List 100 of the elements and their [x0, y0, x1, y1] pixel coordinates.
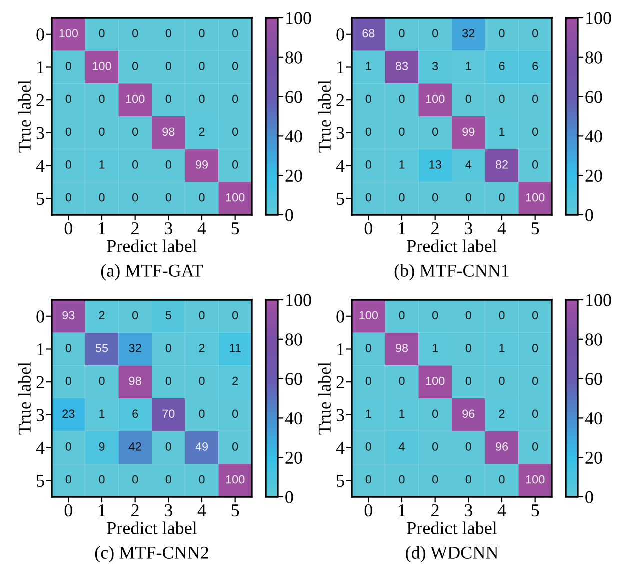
- y-tick-label: 5: [337, 475, 344, 488]
- data-label: 1: [466, 62, 472, 70]
- data-label: 0: [166, 376, 172, 386]
- data-label: 11: [230, 344, 241, 352]
- data-label: 0: [232, 410, 238, 418]
- data-label: 55: [96, 344, 108, 352]
- data-label: 1: [432, 344, 438, 352]
- text: (d) WDCNN: [406, 546, 498, 563]
- x-tick-label: 5: [532, 222, 540, 235]
- data-label: 1: [100, 410, 105, 418]
- y-tick-label: 2: [336, 376, 344, 388]
- data-label: 0: [66, 344, 72, 352]
- x-tick-label: 1: [99, 222, 106, 234]
- color-bar-label: 60: [286, 91, 302, 104]
- x-axis-title: Predict label: [407, 240, 498, 252]
- data-label: 0: [132, 475, 138, 484]
- data-label: 1: [100, 160, 105, 169]
- data-label: 83: [396, 62, 408, 70]
- y-axis-title: True label: [18, 80, 31, 153]
- data-label: 0: [199, 311, 205, 320]
- data-label: 0: [199, 410, 205, 418]
- x-tick-label: 4: [198, 222, 206, 234]
- data-label: 0: [366, 475, 372, 484]
- color-bar-label: 80: [286, 52, 302, 64]
- data-label: 0: [399, 311, 405, 320]
- data-label: 0: [366, 94, 372, 104]
- data-label: 0: [232, 442, 238, 451]
- color-bar-label: 60: [586, 91, 602, 104]
- data-label: 0: [232, 160, 238, 169]
- color-bar-label: 80: [286, 334, 302, 346]
- y-tick-label: 5: [37, 475, 44, 488]
- data-label: 0: [99, 193, 105, 202]
- color-bar-label: 0: [586, 491, 594, 504]
- data-label: 0: [232, 29, 238, 38]
- data-label: 6: [132, 410, 138, 418]
- data-label: 1: [500, 344, 505, 352]
- data-label: 93: [62, 311, 75, 320]
- data-label: 0: [166, 160, 172, 169]
- data-label: 2: [199, 344, 205, 352]
- y-tick-label: 3: [336, 409, 344, 422]
- data-label: 0: [466, 344, 472, 352]
- x-tick-label: 4: [498, 504, 506, 516]
- color-bar-label: 40: [585, 412, 602, 425]
- data-label: 0: [532, 94, 538, 104]
- data-label: 6: [499, 62, 505, 70]
- y-tick-label: 1: [338, 344, 344, 356]
- data-label: 0: [66, 475, 72, 484]
- data-label: 0: [532, 410, 538, 418]
- data-label: 0: [466, 442, 472, 451]
- color-bar-label: 0: [286, 491, 294, 504]
- data-label: 0: [99, 376, 105, 386]
- data-label: 0: [99, 128, 105, 136]
- data-label: 0: [66, 160, 72, 169]
- data-label: 96: [496, 442, 508, 451]
- text: (c) MTF-CNN2: [95, 546, 208, 563]
- y-tick-label: 4: [36, 160, 45, 172]
- x-tick-label: 0: [64, 222, 72, 235]
- x-axis-title: Predict label: [107, 240, 198, 252]
- data-label: 100: [226, 475, 245, 484]
- y-tick-label: 0: [36, 28, 44, 41]
- data-label: 0: [166, 193, 172, 202]
- data-label: 0: [66, 442, 72, 451]
- data-label: 0: [399, 128, 405, 136]
- y-tick-label: 0: [336, 28, 344, 41]
- data-label: 100: [360, 311, 378, 320]
- data-label: 32: [462, 29, 475, 38]
- data-label: 0: [532, 311, 538, 320]
- y-tick-label: 2: [36, 376, 44, 388]
- data-label: 32: [129, 344, 142, 352]
- data-label: 96: [462, 410, 475, 418]
- data-label: 0: [199, 193, 205, 202]
- data-label: 0: [132, 29, 138, 38]
- x-tick-label: 0: [364, 504, 372, 517]
- x-tick-label: 1: [399, 222, 406, 234]
- data-label: 100: [526, 475, 545, 484]
- data-label: 2: [199, 128, 205, 136]
- x-tick-label: 3: [465, 504, 472, 517]
- color-bar-label: 20: [586, 170, 602, 182]
- data-label: 100: [426, 94, 445, 104]
- data-label: 0: [466, 475, 472, 484]
- data-label: 9: [99, 442, 105, 451]
- color-bar-label: 20: [286, 452, 302, 464]
- data-label: 0: [432, 475, 438, 484]
- data-label: 0: [166, 94, 172, 104]
- data-label: 0: [432, 29, 438, 38]
- x-tick-label: 5: [532, 504, 540, 517]
- data-label: 6: [532, 62, 538, 70]
- data-label: 0: [532, 344, 538, 352]
- data-label: 0: [499, 29, 505, 38]
- y-tick-label: 4: [336, 442, 345, 454]
- y-tick-label: 3: [36, 127, 44, 140]
- data-label: 0: [66, 128, 72, 136]
- data-label: 0: [199, 376, 205, 386]
- data-label: 0: [432, 442, 438, 451]
- color-bar-label: 60: [586, 373, 602, 386]
- y-tick-label: 0: [36, 310, 44, 323]
- data-label: 0: [166, 29, 172, 38]
- x-tick-label: 5: [232, 504, 240, 517]
- data-label: 0: [532, 128, 538, 136]
- data-label: 23: [62, 410, 75, 418]
